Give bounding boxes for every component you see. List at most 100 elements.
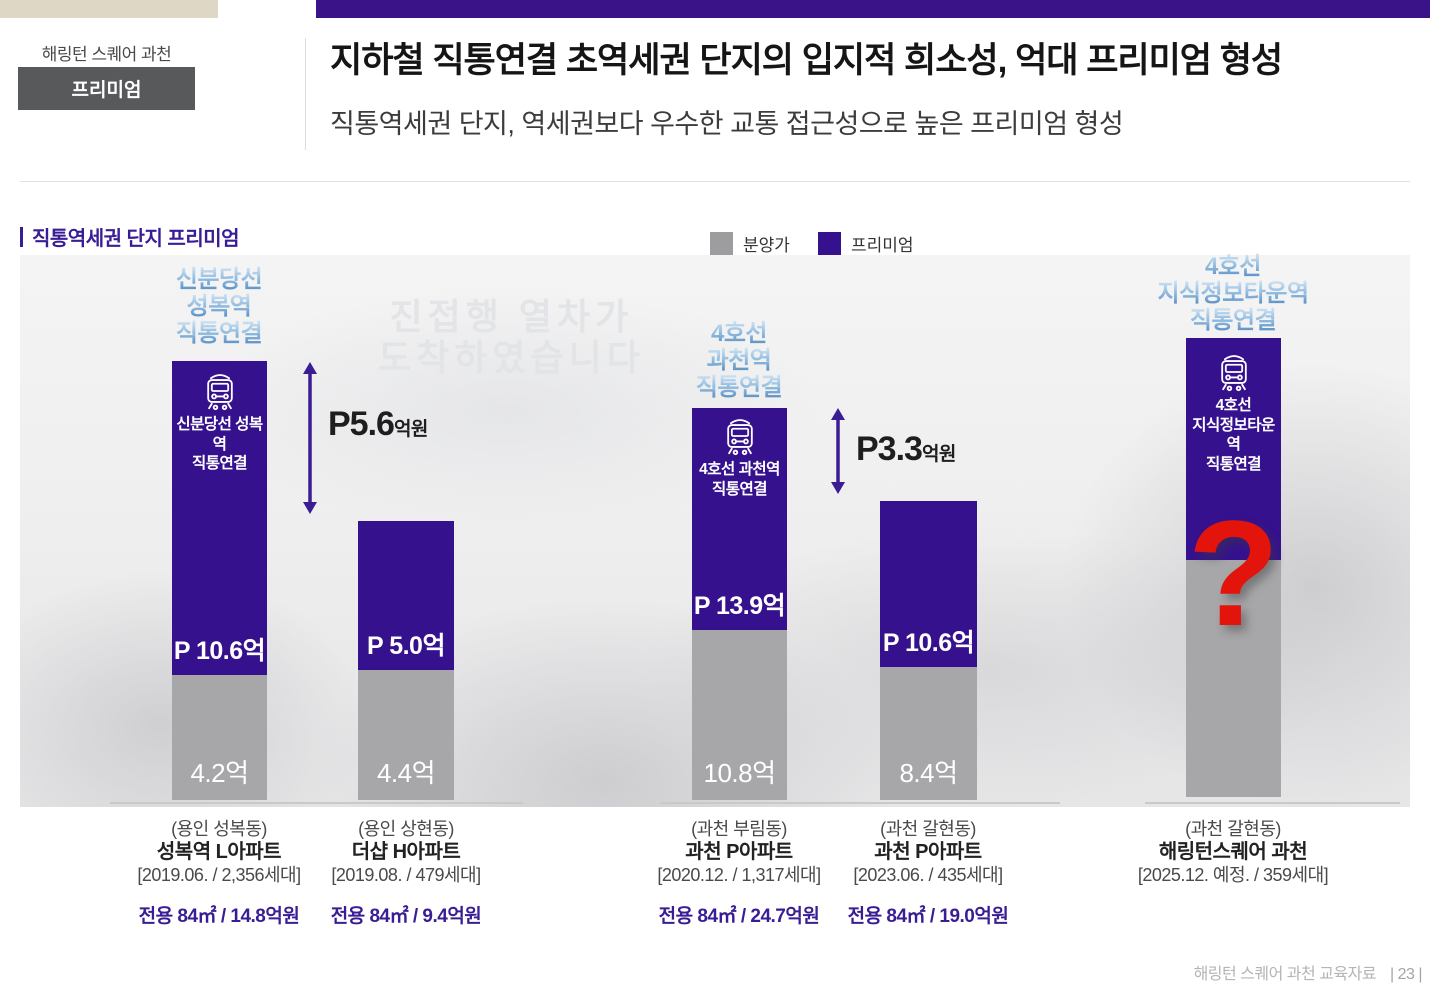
- bar2-premium-label: P 5.0억: [367, 632, 445, 660]
- bar1-base-segment: 4.2억: [172, 675, 267, 800]
- bar1-badge: 신분당선 성복역 직통연결: [172, 415, 267, 474]
- apartment-name: 더샵 H아파트: [351, 841, 461, 863]
- apartment-location: (과천 갈현동): [1185, 819, 1281, 839]
- bar5-labels: (과천 갈현동) 해링턴스퀘어 과천 [2025.12. 예정. / 359세대…: [1103, 818, 1363, 887]
- apartment-completion: [2023.06. / 435세대]: [853, 865, 1003, 885]
- bar-badge-line: 직통연결: [711, 480, 768, 498]
- bar2-base-label: 4.4억: [376, 758, 436, 788]
- bar-badge-line: 신분당선 성복역: [176, 416, 263, 453]
- section-title-text: 직통역세권 단지 프리미엄: [32, 228, 240, 250]
- legend-label: 분양가: [743, 236, 790, 255]
- apartment-name: 해링턴스퀘어 과천: [1158, 841, 1308, 863]
- footer: 해링턴 스퀘어 과천 교육자료 | 23 |: [1193, 960, 1423, 984]
- station-header-line: 지식정보타운역: [1123, 280, 1343, 307]
- footer-text: 해링턴 스퀘어 과천 교육자료: [1193, 966, 1377, 983]
- apartment-spec: 전용 84㎡ / 24.7억원: [658, 906, 820, 927]
- legend-item-bunyangga: 분양가: [710, 231, 790, 256]
- apartment-spec: 전용 84㎡ / 9.4억원: [330, 906, 482, 927]
- apartment-name: 과천 P아파트: [874, 841, 982, 863]
- train-icon: [726, 419, 753, 456]
- station-header-line: 과천역: [649, 347, 829, 374]
- apartment-location: (과천 갈현동): [880, 819, 976, 839]
- apartment-completion: [2019.08. / 479세대]: [331, 865, 481, 885]
- bar4-labels: (과천 갈현동) 과천 P아파트 [2023.06. / 435세대] 전용 8…: [798, 818, 1058, 928]
- apartment-location: (용인 상현동): [358, 819, 454, 839]
- bar4-base-label: 8.4억: [899, 758, 958, 788]
- bar1-base-label: 4.2억: [190, 758, 249, 788]
- baseline-group3: [1145, 802, 1400, 804]
- baseline-group1: [110, 802, 523, 804]
- unknown-premium-question-mark: ?: [1187, 489, 1280, 657]
- vertical-divider: [305, 38, 306, 150]
- apartment-spec: 전용 84㎡ / 19.0억원: [847, 906, 1009, 927]
- bar3-base-label: 10.8억: [703, 758, 776, 788]
- bar3-premium-label: P 13.9억: [693, 592, 786, 620]
- train-icon: [206, 374, 233, 411]
- apartment-spec: 전용 84㎡ / 14.8억원: [138, 906, 300, 927]
- bar5-base-segment: [1186, 560, 1281, 797]
- apartment-name: 성복역 L아파트: [156, 841, 282, 863]
- section-tick: [20, 226, 23, 247]
- bar-badge-line: 지식정보타운역: [1192, 416, 1275, 454]
- bar4-premium-label: P 10.6억: [882, 629, 975, 657]
- gap-value: P3.3: [856, 430, 923, 468]
- page-title: 지하철 직통연결 초역세권 단지의 입지적 희소성, 억대 프리미엄 형성: [330, 41, 1283, 80]
- station-header-line: 직통연결: [129, 320, 309, 347]
- bar-badge-line: 직통연결: [1205, 455, 1262, 473]
- bar-badge-line: 4호선: [1215, 397, 1252, 414]
- page-subtitle: 직통역세권 단지, 역세권보다 우수한 교통 접근성으로 높은 프리미엄 형성: [330, 109, 1124, 139]
- gap-arrow-2: [831, 408, 845, 494]
- gap-unit: 억원: [921, 444, 956, 465]
- station-header-line: 4호선: [649, 320, 829, 347]
- station-header-line: 4호선: [1123, 253, 1343, 280]
- bar3-labels: (과천 부림동) 과천 P아파트 [2020.12. / 1,317세대] 전용…: [609, 818, 869, 928]
- gap-value: P5.6: [328, 405, 395, 443]
- project-label: 해링턴 스퀘어 과천: [41, 45, 172, 64]
- background-sign-text: 진접행 열차가 도착하였습니다: [378, 296, 645, 378]
- background-sign-line: 도착하였습니다: [378, 337, 645, 378]
- bar1-labels: (용인 성복동) 성복역 L아파트 [2019.06. / 2,356세대] 전…: [89, 818, 349, 928]
- apartment-completion: [2019.06. / 2,356세대]: [137, 865, 301, 885]
- bar-badge-line: 직통연결: [191, 455, 248, 472]
- bar5-station-header: 4호선 지식정보타운역 직통연결: [1123, 253, 1343, 334]
- station-header-line: 직통연결: [1123, 307, 1343, 334]
- station-header-line: 성복역: [129, 293, 309, 320]
- bar2-base-segment: 4.4억: [358, 670, 454, 800]
- header-divider: [20, 181, 1410, 182]
- top-band-beige: [0, 0, 218, 18]
- category-badge: 프리미엄: [18, 67, 195, 110]
- bar1-premium-segment: 신분당선 성복역 직통연결 P 10.6억: [172, 361, 267, 675]
- apartment-completion: [2020.12. / 1,317세대]: [657, 865, 821, 885]
- bar5-badge: 4호선 지식정보타운역 직통연결: [1186, 396, 1281, 474]
- section-title: 직통역세권 단지 프리미엄: [20, 222, 240, 251]
- bar-badge-line: 4호선 과천역: [699, 461, 780, 478]
- apartment-location: (과천 부림동): [691, 819, 787, 839]
- gap-unit: 억원: [393, 419, 428, 440]
- legend-item-premium: 프리미엄: [818, 231, 914, 256]
- baseline-group2: [660, 802, 1060, 804]
- page-number: | 23 |: [1390, 966, 1423, 983]
- gap-arrow-1: [303, 362, 317, 514]
- gap-annotation-1: P5.6억원: [328, 405, 428, 444]
- bar4-premium-segment: P 10.6억: [880, 501, 977, 667]
- bar3-badge: 4호선 과천역 직통연결: [699, 460, 780, 499]
- bar2-premium-segment: P 5.0억: [358, 521, 454, 670]
- bar2-labels: (용인 상현동) 더샵 H아파트 [2019.08. / 479세대] 전용 8…: [276, 818, 536, 928]
- apartment-location: (용인 성복동): [171, 819, 267, 839]
- apartment-completion: [2025.12. 예정. / 359세대]: [1137, 865, 1329, 885]
- legend-label: 프리미엄: [851, 236, 914, 255]
- station-header-line: 신분당선: [129, 266, 309, 293]
- gap-annotation-2: P3.3억원: [856, 430, 956, 469]
- bar3-station-header: 4호선 과천역 직통연결: [649, 320, 829, 401]
- train-icon: [1220, 355, 1247, 392]
- bar5-premium-segment: 4호선 지식정보타운역 직통연결: [1186, 338, 1281, 560]
- bar3-base-segment: 10.8억: [692, 630, 787, 800]
- bar3-premium-segment: 4호선 과천역 직통연결 P 13.9억: [692, 408, 787, 630]
- background-sign-line: 진접행 열차가: [389, 296, 634, 337]
- apartment-name: 과천 P아파트: [685, 841, 793, 863]
- legend-swatch-purple: [818, 232, 841, 255]
- legend-swatch-gray: [710, 232, 733, 255]
- bar1-station-header: 신분당선 성복역 직통연결: [129, 266, 309, 347]
- bar1-premium-label: P 10.6억: [173, 637, 266, 665]
